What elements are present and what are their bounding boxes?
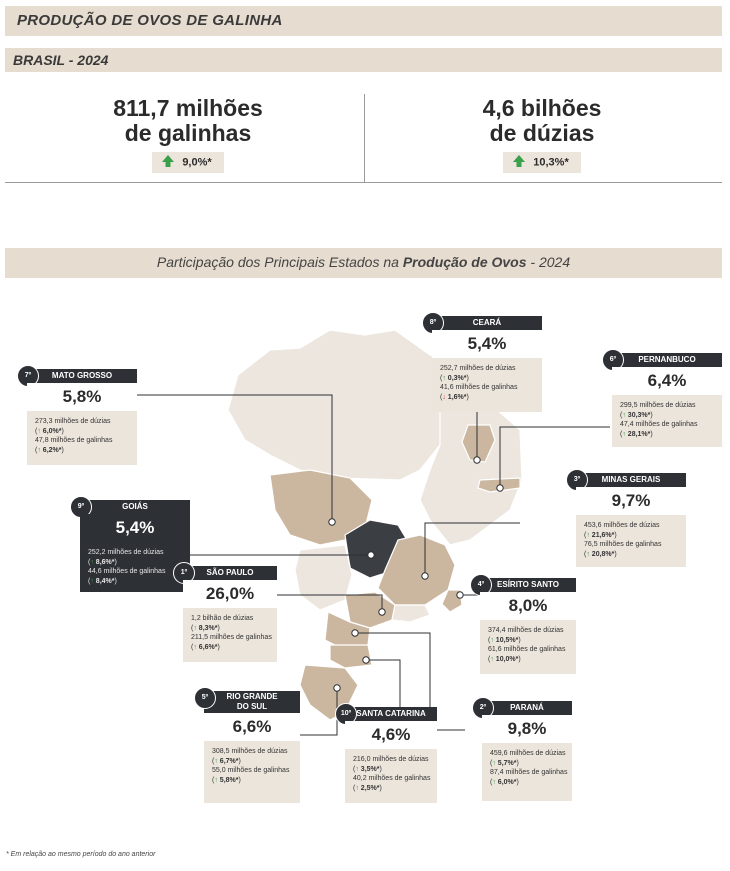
card-goias: GOIÁS 9º 5,4% 252,2 milhões de dúzias (↑… [70,496,190,592]
leader-pernambuco [499,426,610,488]
marker-mato-grosso [328,518,336,526]
kpi-divider [364,94,365,182]
kpi-dozens-change: 10,3%* [533,156,569,169]
card-ceara-info: 252,7 milhões de dúzias (↑ 0,3%*) 41,6 m… [440,365,518,401]
marker-pernambuco [496,484,504,492]
card-espirito-santo-info: 374,4 milhões de dúzias (↑ 10,5%*) 61,6 … [488,627,566,663]
card-santa-catarina: SANTA CATARINA 10º 4,6% 216,0 milhões de… [335,703,437,803]
leader-santa-catarina [366,659,401,707]
card-minas-gerais-name: MINAS GERAIS [576,473,686,487]
card-espirito-santo: ESÍRITO SANTO 4º 8,0% 374,4 milhões de d… [470,574,576,674]
card-santa-catarina-info: 216,0 milhões de dúzias (↑ 3,5%*) 40,2 m… [353,756,431,792]
card-goias-name: GOIÁS [80,500,190,514]
marker-sao-paulo [378,608,386,616]
card-sao-paulo-name: SÃO PAULO [183,566,277,580]
card-rio-grande-do-sul-rank: 5º [194,687,216,709]
kpi-hens-change-badge: 9,0%* [152,152,224,173]
leader-lines [119,394,610,736]
card-santa-catarina-name: SANTA CATARINA [345,707,437,721]
marker-parana [351,629,359,637]
card-rio-grande-do-sul-share: 6,6% [204,713,300,741]
card-goias-info: 252,2 milhões de dúzias (↑ 8,6%*) 44,6 m… [88,549,166,585]
card-parana-info: 459,6 milhões de dúzias (↑ 5,7%*) 87,4 m… [490,750,568,786]
arrow-up-icon [162,155,175,170]
card-parana-name: PARANÁ [482,701,572,715]
card-pernambuco-info: 299,5 milhões de dúzias (↑ 30,3%*) 47,4 … [620,402,698,438]
card-mato-grosso-info: 273,3 milhões de dúzias (↑ 6,0%*) 47,8 m… [35,418,113,454]
leader-parana [355,632,465,731]
state-santa-catarina [329,644,373,669]
page-subtitle: BRASIL - 2024 [13,52,109,68]
card-rio-grande-do-sul: RIO GRANDE DO SUL 5º 6,6% 308,5 milhões d… [194,687,300,803]
kpi-dozens: 4,6 bilhões de dúzias 10,3%* [372,96,712,173]
arrow-up-icon [513,155,526,170]
kpi-hens: 811,7 milhões de galinhas 9,0%* [18,96,358,173]
marker-santa-catarina [362,656,370,664]
kpi-dozens-change-badge: 10,3%* [503,152,581,173]
marker-ceara [473,456,481,464]
card-sao-paulo: SÃO PAULO 1º 26,0% 1,2 bilhão de dúzias … [173,562,277,662]
state-minas-gerais [377,534,456,606]
kpi-hens-line2: de galinhas [124,120,252,146]
map-base-regions [227,329,523,721]
map-title-band: Participação dos Principais Estados na P… [5,248,722,278]
kpi-hens-change: 9,0%* [182,156,212,169]
card-minas-gerais: MINAS GERAIS 3º 9,7% 453,6 milhões de dú… [566,469,686,567]
leader-minas-gerais [424,522,520,576]
card-espirito-santo-name: ESÍRITO SANTO [480,578,576,592]
card-santa-catarina-share: 4,6% [345,721,437,749]
card-sao-paulo-share: 26,0% [183,580,277,608]
kpi-bottom-rule [5,182,722,183]
card-pernambuco-share: 6,4% [612,367,722,395]
card-rio-grande-do-sul-info: 308,5 milhões de dúzias (↑ 6,7%*) 55,0 m… [212,748,290,784]
card-espirito-santo-share: 8,0% [480,592,576,620]
card-parana-share: 9,8% [482,715,572,743]
kpi-hens-line1: 811,7 milhões [113,95,263,121]
kpi-dozens-line2: de dúzias [489,120,595,146]
card-pernambuco-name: PERNANBUCO [612,353,722,367]
marker-espirito-santo [456,591,464,599]
leader-mato-grosso [119,394,333,522]
card-parana: PARANÁ 2º 9,8% 459,6 milhões de dúzias (… [472,697,572,801]
kpi-dozens-line1: 4,6 bilhões [482,95,602,121]
subtitle-band: BRASIL - 2024 [5,48,722,72]
title-band: PRODUÇÃO DE OVOS DE GALINHA [5,6,722,36]
card-rio-grande-do-sul-name: RIO GRANDE DO SUL [204,691,300,713]
marker-goias [367,551,375,559]
card-mato-grosso-name: MATO GROSSO [27,369,137,383]
marker-rio-grande-do-sul [333,684,341,692]
card-sao-paulo-rank: 1º [173,562,195,584]
leader-sao-paulo [275,594,383,612]
card-ceara: CEARÁ 8º 5,4% 252,7 milhões de dúzias (↑… [422,312,542,412]
state-ceara [461,424,496,463]
footnote: * Em relação ao mesmo período do ano ant… [6,851,156,858]
marker-minas-gerais [421,572,429,580]
state-markers [328,456,504,692]
map-title: Participação dos Principais Estados na P… [156,254,571,270]
card-sao-paulo-info: 1,2 bilhão de dúzias (↑ 8,3%*) 211,5 mil… [191,615,272,651]
state-rio-de-janeiro [391,604,431,623]
leader-rio-grande-do-sul [300,688,338,736]
card-goias-share: 5,4% [80,514,190,542]
card-ceara-name: CEARÁ [432,316,542,330]
card-goias-rank: 9º [70,496,92,518]
card-minas-gerais-share: 9,7% [576,487,686,515]
card-pernambuco: PERNANBUCO 6º 6,4% 299,5 milhões de dúzi… [602,349,722,447]
state-ms [294,544,353,611]
card-minas-gerais-info: 453,6 milhões de dúzias (↑ 21,6%*) 76,5 … [584,522,662,558]
card-ceara-share: 5,4% [432,330,542,358]
page-title: PRODUÇÃO DE OVOS DE GALINHA [17,12,283,29]
card-mato-grosso: MATO GROSSO 7º 5,8% 273,3 milhões de dúz… [17,365,137,465]
card-mato-grosso-share: 5,8% [27,383,137,411]
